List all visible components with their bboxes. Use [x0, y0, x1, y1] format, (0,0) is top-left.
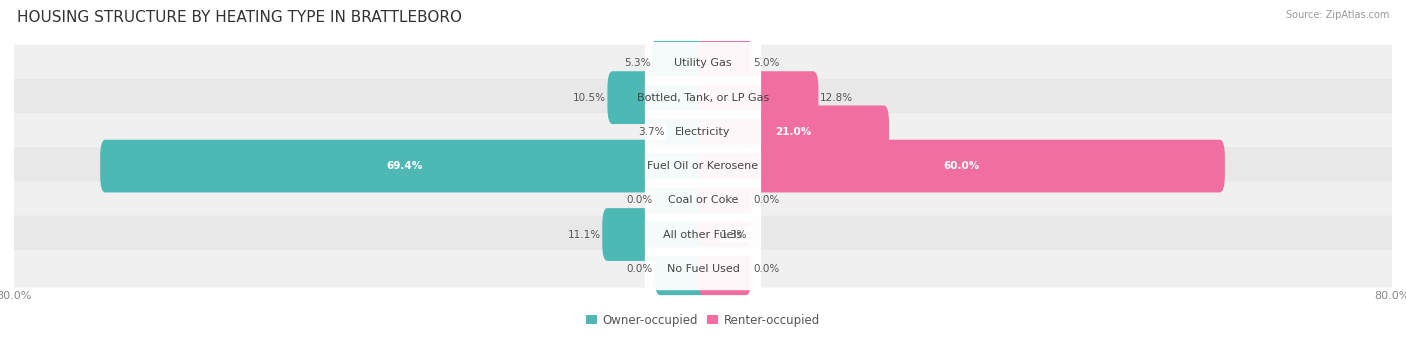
Text: All other Fuels: All other Fuels: [664, 230, 742, 239]
Text: 3.7%: 3.7%: [638, 127, 664, 137]
FancyBboxPatch shape: [697, 105, 889, 158]
Text: 69.4%: 69.4%: [387, 161, 422, 171]
Text: 80.0%: 80.0%: [1374, 291, 1406, 301]
FancyBboxPatch shape: [655, 174, 709, 227]
Text: 60.0%: 60.0%: [943, 161, 980, 171]
FancyBboxPatch shape: [645, 76, 761, 119]
FancyBboxPatch shape: [645, 144, 761, 188]
Text: 1.3%: 1.3%: [721, 230, 748, 239]
FancyBboxPatch shape: [8, 113, 1398, 151]
FancyBboxPatch shape: [697, 242, 751, 295]
Text: Coal or Coke: Coal or Coke: [668, 195, 738, 205]
FancyBboxPatch shape: [652, 37, 709, 90]
FancyBboxPatch shape: [8, 45, 1398, 82]
FancyBboxPatch shape: [697, 37, 751, 90]
FancyBboxPatch shape: [607, 71, 709, 124]
FancyBboxPatch shape: [100, 140, 709, 192]
FancyBboxPatch shape: [8, 250, 1398, 288]
Text: 0.0%: 0.0%: [754, 195, 779, 205]
Text: 21.0%: 21.0%: [775, 127, 811, 137]
Text: 80.0%: 80.0%: [0, 291, 32, 301]
FancyBboxPatch shape: [602, 208, 709, 261]
Text: 5.0%: 5.0%: [754, 58, 779, 68]
Text: No Fuel Used: No Fuel Used: [666, 264, 740, 274]
Text: 0.0%: 0.0%: [754, 264, 779, 274]
Text: Electricity: Electricity: [675, 127, 731, 137]
FancyBboxPatch shape: [645, 110, 761, 153]
Text: Fuel Oil or Kerosene: Fuel Oil or Kerosene: [647, 161, 759, 171]
FancyBboxPatch shape: [8, 79, 1398, 117]
FancyBboxPatch shape: [645, 213, 761, 256]
Text: 0.0%: 0.0%: [627, 195, 652, 205]
FancyBboxPatch shape: [697, 71, 818, 124]
FancyBboxPatch shape: [697, 174, 751, 227]
FancyBboxPatch shape: [697, 208, 720, 261]
Text: 12.8%: 12.8%: [820, 92, 853, 103]
FancyBboxPatch shape: [655, 242, 709, 295]
FancyBboxPatch shape: [8, 147, 1398, 185]
FancyBboxPatch shape: [697, 140, 1225, 192]
Text: Bottled, Tank, or LP Gas: Bottled, Tank, or LP Gas: [637, 92, 769, 103]
FancyBboxPatch shape: [666, 105, 709, 158]
Text: 10.5%: 10.5%: [572, 92, 606, 103]
FancyBboxPatch shape: [645, 247, 761, 290]
Text: Source: ZipAtlas.com: Source: ZipAtlas.com: [1285, 10, 1389, 20]
Text: 0.0%: 0.0%: [627, 264, 652, 274]
Text: 11.1%: 11.1%: [568, 230, 600, 239]
Legend: Owner-occupied, Renter-occupied: Owner-occupied, Renter-occupied: [586, 314, 820, 327]
FancyBboxPatch shape: [645, 42, 761, 85]
FancyBboxPatch shape: [8, 216, 1398, 253]
FancyBboxPatch shape: [645, 179, 761, 222]
Text: 5.3%: 5.3%: [624, 58, 651, 68]
FancyBboxPatch shape: [8, 182, 1398, 219]
Text: Utility Gas: Utility Gas: [675, 58, 731, 68]
Text: HOUSING STRUCTURE BY HEATING TYPE IN BRATTLEBORO: HOUSING STRUCTURE BY HEATING TYPE IN BRA…: [17, 10, 463, 25]
